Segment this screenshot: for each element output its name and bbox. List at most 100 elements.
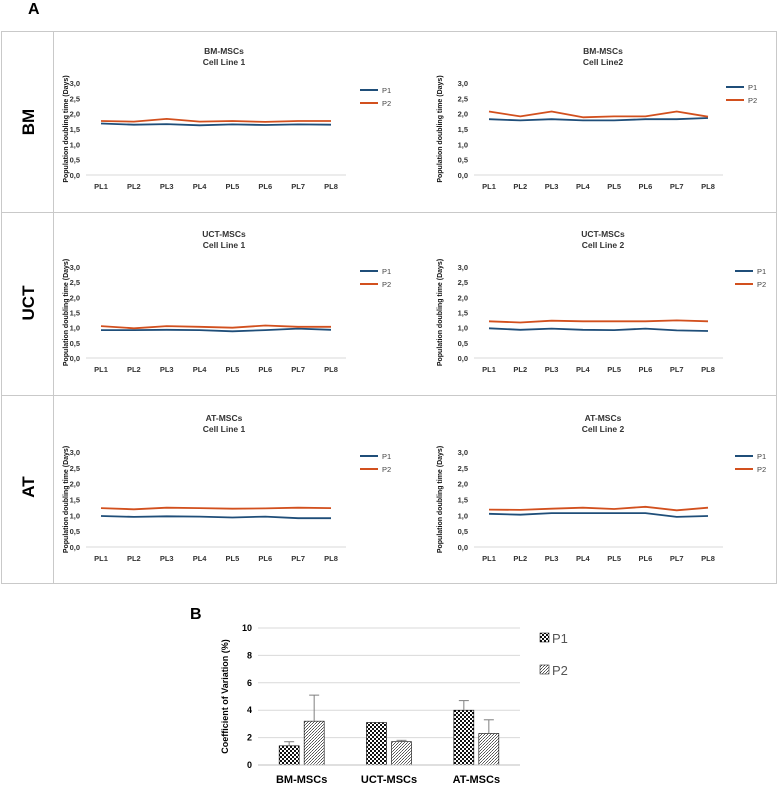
chart-subtitle: Cell Line 1 [203,424,246,434]
y-axis-label: Population doubling time (Days) [63,446,70,553]
y-tick-label: 1,5 [70,309,80,318]
y-tick-label: 0,0 [70,354,80,363]
y-axis-label: Population doubling time (Days) [63,259,70,366]
x-tick-label: PL7 [670,554,684,563]
x-tick-label: PL4 [193,554,208,563]
x-tick-label: PL7 [670,365,684,374]
y-tick-label: 2,0 [458,480,468,489]
legend-swatch-p1 [539,632,550,643]
y-tick-label: 3,0 [70,263,80,272]
legend-label-p2: P2 [757,280,766,289]
y-tick-label: 0,5 [458,527,468,536]
x-tick-label: PL1 [482,554,496,563]
x-category-label: UCT-MSCs [361,774,417,786]
panel-a-label: A [28,1,40,18]
chart-subtitle: Cell Line 2 [582,240,625,250]
series-line-p2 [488,319,709,324]
y-axis-label: Population doubling time (Days) [63,75,70,182]
x-tick-label: PL6 [258,365,272,374]
y-tick-label: 3,0 [458,79,468,88]
x-tick-label: PL6 [639,365,653,374]
x-tick-label: PL4 [193,365,208,374]
chart-title: UCT-MSCs [581,229,625,239]
panel-a-frame [1,31,777,584]
bar-p2-uct-mscs [391,741,412,766]
x-tick-label: PL5 [226,554,240,563]
x-tick-label: PL2 [513,554,527,563]
series-line-p1 [100,122,332,127]
x-tick-label: PL7 [291,365,305,374]
x-tick-label: PL1 [94,365,108,374]
x-tick-label: PL4 [576,365,591,374]
x-tick-label: PL2 [513,365,527,374]
y-axis-label: Coefficient of Variation (%) [220,639,230,754]
y-axis-label: Population doubling time (Days) [437,259,444,366]
x-tick-label: PL5 [226,182,240,191]
chart-subtitle: Cell Line 2 [582,424,625,434]
y-tick-label: 0,0 [458,354,468,363]
panel-b-label: B [190,606,202,623]
x-tick-label: PL7 [291,182,305,191]
y-tick-label: 2,5 [458,94,468,103]
legend-label-p1: P1 [757,267,766,276]
x-tick-label: PL3 [545,365,559,374]
legend-label-p2: P2 [552,663,568,678]
y-tick-label: 2,5 [458,464,468,473]
legend-label-p1: P1 [382,267,391,276]
x-tick-label: PL5 [607,554,621,563]
chart-title: UCT-MSCs [202,229,246,239]
x-tick-label: PL8 [701,182,715,191]
y-tick-label: 1,0 [458,140,468,149]
y-tick-label: 8 [247,650,252,660]
legend-label-p2: P2 [382,280,391,289]
series-line-p1 [488,512,709,518]
series-line-p2 [488,505,709,512]
y-tick-label: 2,5 [70,94,80,103]
x-tick-label: PL7 [291,554,305,563]
y-tick-label: 2,5 [70,278,80,287]
x-tick-label: PL5 [226,365,240,374]
bar-chart: 0 2 4 6 8 10 Coefficient of Variation (%) BM-MS… [220,623,568,786]
series-line-p1 [100,515,331,520]
y-tick-label: 0,0 [458,543,468,552]
legend-label-p2: P2 [382,465,391,474]
series-line-p1 [101,327,332,333]
chart-title: AT-MSCs [585,413,622,423]
x-tick-label: PL3 [160,182,174,191]
x-tick-label: PL4 [576,182,591,191]
legend-label-p2: P2 [382,99,391,108]
x-tick-label: PL6 [258,554,272,563]
x-tick-label: PL3 [160,365,174,374]
bar-p1-bm-mscs [278,745,300,766]
x-category-label: BM-MSCs [276,774,327,786]
y-tick-label: 0,0 [458,171,468,180]
x-tick-label: PL4 [193,182,208,191]
y-tick-label: 1,0 [70,324,80,333]
x-tick-label: PL3 [545,554,559,563]
legend-label-p1: P1 [382,452,391,461]
y-tick-label: 0 [247,760,252,770]
x-tick-label: PL3 [545,182,559,191]
row-label-uct: UCT [19,285,38,321]
chart-subtitle: Cell Line 1 [203,240,246,250]
bar-p2-at-mscs [478,733,500,766]
y-tick-label: 2,0 [458,110,468,119]
y-tick-label: 1,5 [70,496,80,505]
y-tick-label: 2 [247,733,252,743]
y-axis-label: Population doubling time (Days) [437,75,444,182]
y-tick-label: 0,0 [70,171,80,180]
x-category-label: AT-MSCs [453,774,500,786]
y-tick-label: 0,5 [458,339,468,348]
y-tick-label: 3,0 [458,448,468,457]
x-tick-label: PL8 [324,365,338,374]
x-tick-label: PL2 [127,182,141,191]
x-tick-label: PL2 [127,365,141,374]
y-tick-label: 10 [242,623,252,633]
bar-p1-uct-mscs [366,722,387,766]
y-tick-label: 0,5 [70,156,80,165]
x-tick-label: PL1 [482,182,496,191]
